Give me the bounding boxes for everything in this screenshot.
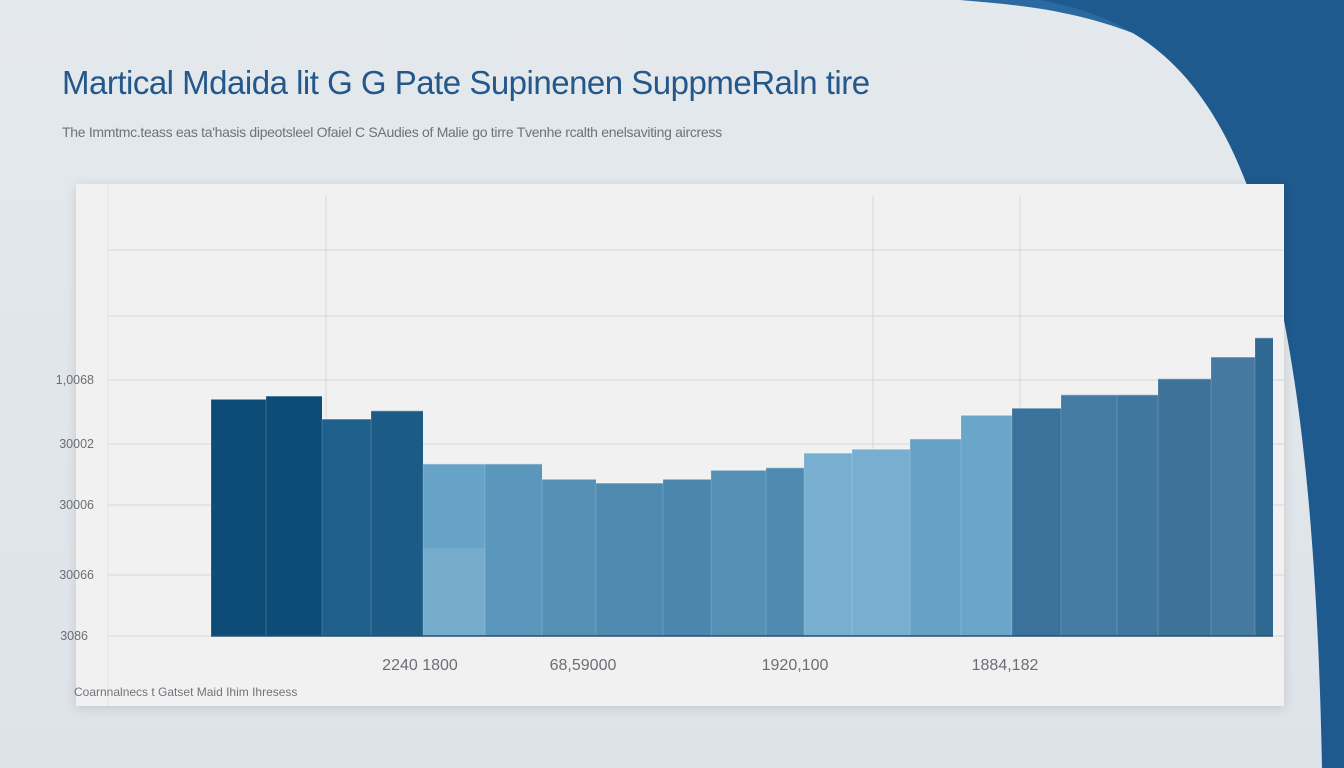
x-tick-label: 2240 1800 <box>382 657 458 674</box>
bar <box>1158 378 1211 636</box>
bar <box>371 410 423 636</box>
bar <box>485 463 542 636</box>
bar <box>1211 356 1255 636</box>
bar <box>423 463 485 636</box>
y-tick-label: 30066 <box>59 568 94 582</box>
bar <box>1117 394 1158 636</box>
y-tick-label: 3086 <box>60 629 88 643</box>
bar <box>766 467 804 636</box>
bar <box>961 415 1012 636</box>
y-tick-label: 30002 <box>59 437 94 451</box>
bar <box>663 479 711 636</box>
y-tick-label: 1,0068 <box>55 373 94 387</box>
bar <box>1012 408 1061 636</box>
y-tick-label: 30006 <box>59 498 94 512</box>
x-tick-label: 1884,182 <box>971 657 1039 674</box>
chart-footnote: Coarnnalnecs t Gatset Maid Ihim Ihresess <box>74 685 298 699</box>
bar <box>804 452 852 636</box>
page-title: Martical Mdaida lit G G Pate Supinenen S… <box>62 64 870 101</box>
bar <box>910 438 961 636</box>
bar <box>542 479 596 636</box>
bar <box>211 399 266 636</box>
bar <box>266 396 322 636</box>
page-subtitle: The Immtmc.teass eas ta'hasis dipeotslee… <box>62 124 722 140</box>
bar <box>322 419 371 636</box>
bar <box>1255 337 1273 636</box>
x-tick-label: 68,59000 <box>549 657 617 674</box>
bar-lower-tint <box>423 548 485 636</box>
bar <box>711 470 766 636</box>
bar <box>596 483 663 636</box>
bar <box>1061 394 1117 636</box>
x-tick-label: 1920,100 <box>761 657 829 674</box>
bar <box>852 449 910 636</box>
